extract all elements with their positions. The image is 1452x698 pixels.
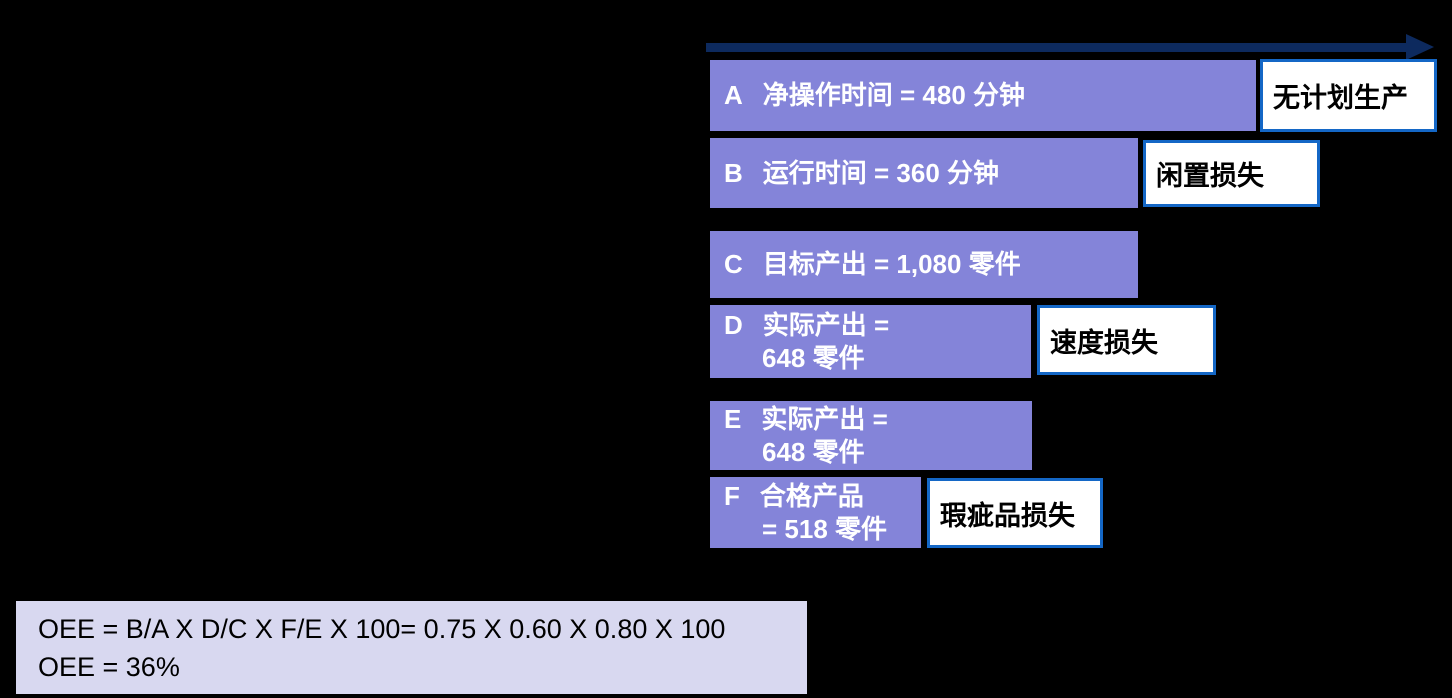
bar-c-label: 目标产出 = 1,080 零件 xyxy=(762,249,1021,279)
bar-c-target-output: C 目标产出 = 1,080 零件 xyxy=(710,231,1138,298)
loss-box-unplanned-production-label: 无计划生产 xyxy=(1273,83,1408,113)
timeline-arrow-head-icon xyxy=(1406,34,1434,60)
bar-e-label-line2: 648 零件 xyxy=(762,436,865,467)
bar-f-text: F 合格产品 xyxy=(724,480,921,513)
oee-formula-line1: OEE = B/A X D/C X F/E X 100= 0.75 X 0.60… xyxy=(38,614,726,644)
timeline-arrow-shaft xyxy=(706,43,1407,52)
bar-a-net-operating-time: A 净操作时间 = 480 分钟 xyxy=(710,60,1256,131)
bar-a-letter: A xyxy=(724,80,743,110)
bar-f-label: 合格产品 xyxy=(759,480,864,511)
bar-b-letter: B xyxy=(724,157,743,188)
bar-d-text: D 实际产出 = xyxy=(724,309,1031,342)
bar-a-label: 净操作时间 = 480 分钟 xyxy=(762,80,1026,110)
bar-c-letter: C xyxy=(724,249,743,279)
bar-f-good-products: F 合格产品 = 518 零件 xyxy=(710,477,921,548)
loss-box-defect-loss: 瑕疵品损失 xyxy=(927,478,1103,548)
bar-f-label-line2: = 518 零件 xyxy=(762,513,888,544)
bar-c-text: C 目标产出 = 1,080 零件 xyxy=(724,248,1138,281)
bar-f-letter: F xyxy=(724,480,740,511)
oee-formula-box: OEE = B/A X D/C X F/E X 100= 0.75 X 0.60… xyxy=(16,601,807,694)
loss-box-idle-loss-label: 闲置损失 xyxy=(1156,161,1264,191)
bar-b-text: B 运行时间 = 360 分钟 xyxy=(724,157,1138,190)
bar-b-run-time: B 运行时间 = 360 分钟 xyxy=(710,138,1138,208)
bar-d-label-line2: 648 零件 xyxy=(762,342,865,373)
bar-d-label: 实际产出 = xyxy=(762,309,890,340)
bar-a-text: A 净操作时间 = 480 分钟 xyxy=(724,79,1256,112)
loss-box-idle-loss: 闲置损失 xyxy=(1143,140,1320,207)
loss-box-speed-loss-label: 速度损失 xyxy=(1050,327,1158,358)
bar-e-label: 实际产出 = xyxy=(761,403,888,434)
bar-d-actual-output: D 实际产出 = 648 零件 xyxy=(710,305,1031,378)
oee-formula-line2: OEE = 36% xyxy=(38,652,180,682)
bar-e-letter: E xyxy=(724,403,742,434)
loss-box-defect-loss-label: 瑕疵品损失 xyxy=(940,500,1075,531)
bar-e-text: E 实际产出 = xyxy=(724,403,1032,436)
bar-b-label: 运行时间 = 360 分钟 xyxy=(762,157,1000,188)
loss-box-speed-loss: 速度损失 xyxy=(1037,305,1216,375)
bar-e-actual-output: E 实际产出 = 648 零件 xyxy=(710,401,1032,470)
bar-d-letter: D xyxy=(724,309,743,340)
loss-box-unplanned-production: 无计划生产 xyxy=(1260,59,1437,132)
